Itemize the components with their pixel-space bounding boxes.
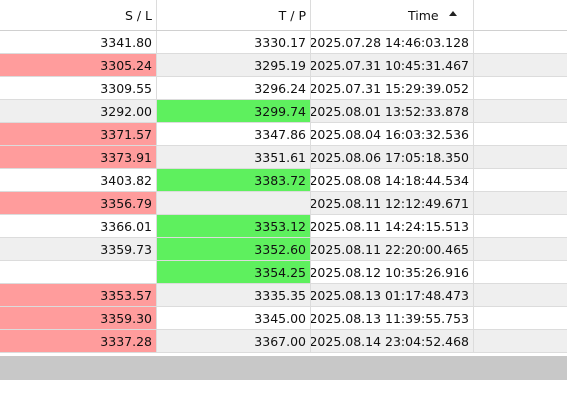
time-cell: 2025.08.11 12:12:49.671 <box>311 192 474 214</box>
column-header-sl-label: S / L <box>124 7 152 23</box>
table-row[interactable]: 3373.91 3351.61 2025.08.06 17:05:18.350 <box>0 146 567 169</box>
table-row[interactable]: 3359.73 3352.60 2025.08.11 22:20:00.465 <box>0 238 567 261</box>
time-cell: 2025.07.31 15:29:39.052 <box>311 77 474 99</box>
sl-cell: 3403.82 <box>0 169 157 191</box>
sl-cell: 3366.01 <box>0 215 157 237</box>
sl-cell: 3356.79 <box>0 192 157 214</box>
sort-ascending-icon <box>448 11 457 16</box>
sl-cell: 3359.30 <box>0 307 157 329</box>
table-row[interactable]: 3309.55 3296.24 2025.07.31 15:29:39.052 <box>0 77 567 100</box>
empty-cell <box>474 261 567 283</box>
time-cell: 2025.08.08 14:18:44.534 <box>311 169 474 191</box>
tp-cell: 3353.12 <box>157 215 311 237</box>
empty-cell <box>474 238 567 260</box>
time-cell: 2025.08.06 17:05:18.350 <box>311 146 474 168</box>
empty-cell <box>474 31 567 53</box>
table-row[interactable]: 3359.30 3345.00 2025.08.13 11:39:55.753 <box>0 307 567 330</box>
empty-cell <box>474 169 567 191</box>
column-header-tp-label: T / P <box>278 7 306 23</box>
column-header-time-label: Time <box>408 7 439 23</box>
empty-cell <box>474 215 567 237</box>
time-cell: 2025.08.12 10:35:26.916 <box>311 261 474 283</box>
tp-cell: 3345.00 <box>157 307 311 329</box>
empty-cell <box>474 330 567 352</box>
tp-cell: 3330.17 <box>157 31 311 53</box>
sl-cell: 3292.00 <box>0 100 157 122</box>
tp-cell: 3335.35 <box>157 284 311 306</box>
time-cell: 2025.08.04 16:03:32.536 <box>311 123 474 145</box>
table-row[interactable]: 3354.25 2025.08.12 10:35:26.916 <box>0 261 567 284</box>
table-row[interactable]: 3305.24 3295.19 2025.07.31 10:45:31.467 <box>0 54 567 77</box>
empty-cell <box>474 77 567 99</box>
time-cell: 2025.08.11 22:20:00.465 <box>311 238 474 260</box>
sl-cell: 3341.80 <box>0 31 157 53</box>
empty-cell <box>474 284 567 306</box>
sl-cell: 3305.24 <box>0 54 157 76</box>
time-cell: 2025.08.13 01:17:48.473 <box>311 284 474 306</box>
time-cell: 2025.08.13 11:39:55.753 <box>311 307 474 329</box>
time-cell: 2025.08.11 14:24:15.513 <box>311 215 474 237</box>
tp-cell: 3354.25 <box>157 261 311 283</box>
orders-table: S / L T / P Time 3341.80 3330.17 2025.07.2… <box>0 0 567 353</box>
empty-cell <box>474 146 567 168</box>
table-body: 3341.80 3330.17 2025.07.28 14:46:03.128 330… <box>0 31 567 353</box>
sl-cell: 3371.57 <box>0 123 157 145</box>
column-header-tp[interactable]: T / P <box>157 0 311 30</box>
sl-cell: 3373.91 <box>0 146 157 168</box>
column-header-time[interactable]: Time <box>311 0 474 30</box>
empty-cell <box>474 54 567 76</box>
table-row[interactable]: 3292.00 3299.74 2025.08.01 13:52:33.878 <box>0 100 567 123</box>
tp-cell <box>157 192 311 214</box>
tp-cell: 3299.74 <box>157 100 311 122</box>
empty-cell <box>474 100 567 122</box>
tp-cell: 3295.19 <box>157 54 311 76</box>
column-header-sl[interactable]: S / L <box>0 0 157 30</box>
sl-cell: 3359.73 <box>0 238 157 260</box>
tp-cell: 3383.72 <box>157 169 311 191</box>
tp-cell: 3296.24 <box>157 77 311 99</box>
tp-cell: 3352.60 <box>157 238 311 260</box>
tp-cell: 3347.86 <box>157 123 311 145</box>
sl-cell: 3309.55 <box>0 77 157 99</box>
time-cell: 2025.07.28 14:46:03.128 <box>311 31 474 53</box>
sl-cell: 3353.57 <box>0 284 157 306</box>
sl-cell <box>0 261 157 283</box>
empty-cell <box>474 307 567 329</box>
sl-cell: 3337.28 <box>0 330 157 352</box>
time-cell: 2025.07.31 10:45:31.467 <box>311 54 474 76</box>
table-row[interactable]: 3403.82 3383.72 2025.08.08 14:18:44.534 <box>0 169 567 192</box>
column-header-empty <box>474 0 567 30</box>
table-row[interactable]: 3353.57 3335.35 2025.08.13 01:17:48.473 <box>0 284 567 307</box>
table-row[interactable]: 3341.80 3330.17 2025.07.28 14:46:03.128 <box>0 31 567 54</box>
empty-cell <box>474 123 567 145</box>
tp-cell: 3367.00 <box>157 330 311 352</box>
time-cell: 2025.08.14 23:04:52.468 <box>311 330 474 352</box>
tp-cell: 3351.61 <box>157 146 311 168</box>
table-header: S / L T / P Time <box>0 0 567 31</box>
table-row[interactable]: 3366.01 3353.12 2025.08.11 14:24:15.513 <box>0 215 567 238</box>
table-row[interactable]: 3356.79 2025.08.11 12:12:49.671 <box>0 192 567 215</box>
table-footer-bar <box>0 356 567 380</box>
time-cell: 2025.08.01 13:52:33.878 <box>311 100 474 122</box>
table-row[interactable]: 3371.57 3347.86 2025.08.04 16:03:32.536 <box>0 123 567 146</box>
empty-cell <box>474 192 567 214</box>
table-row[interactable]: 3337.28 3367.00 2025.08.14 23:04:52.468 <box>0 330 567 353</box>
